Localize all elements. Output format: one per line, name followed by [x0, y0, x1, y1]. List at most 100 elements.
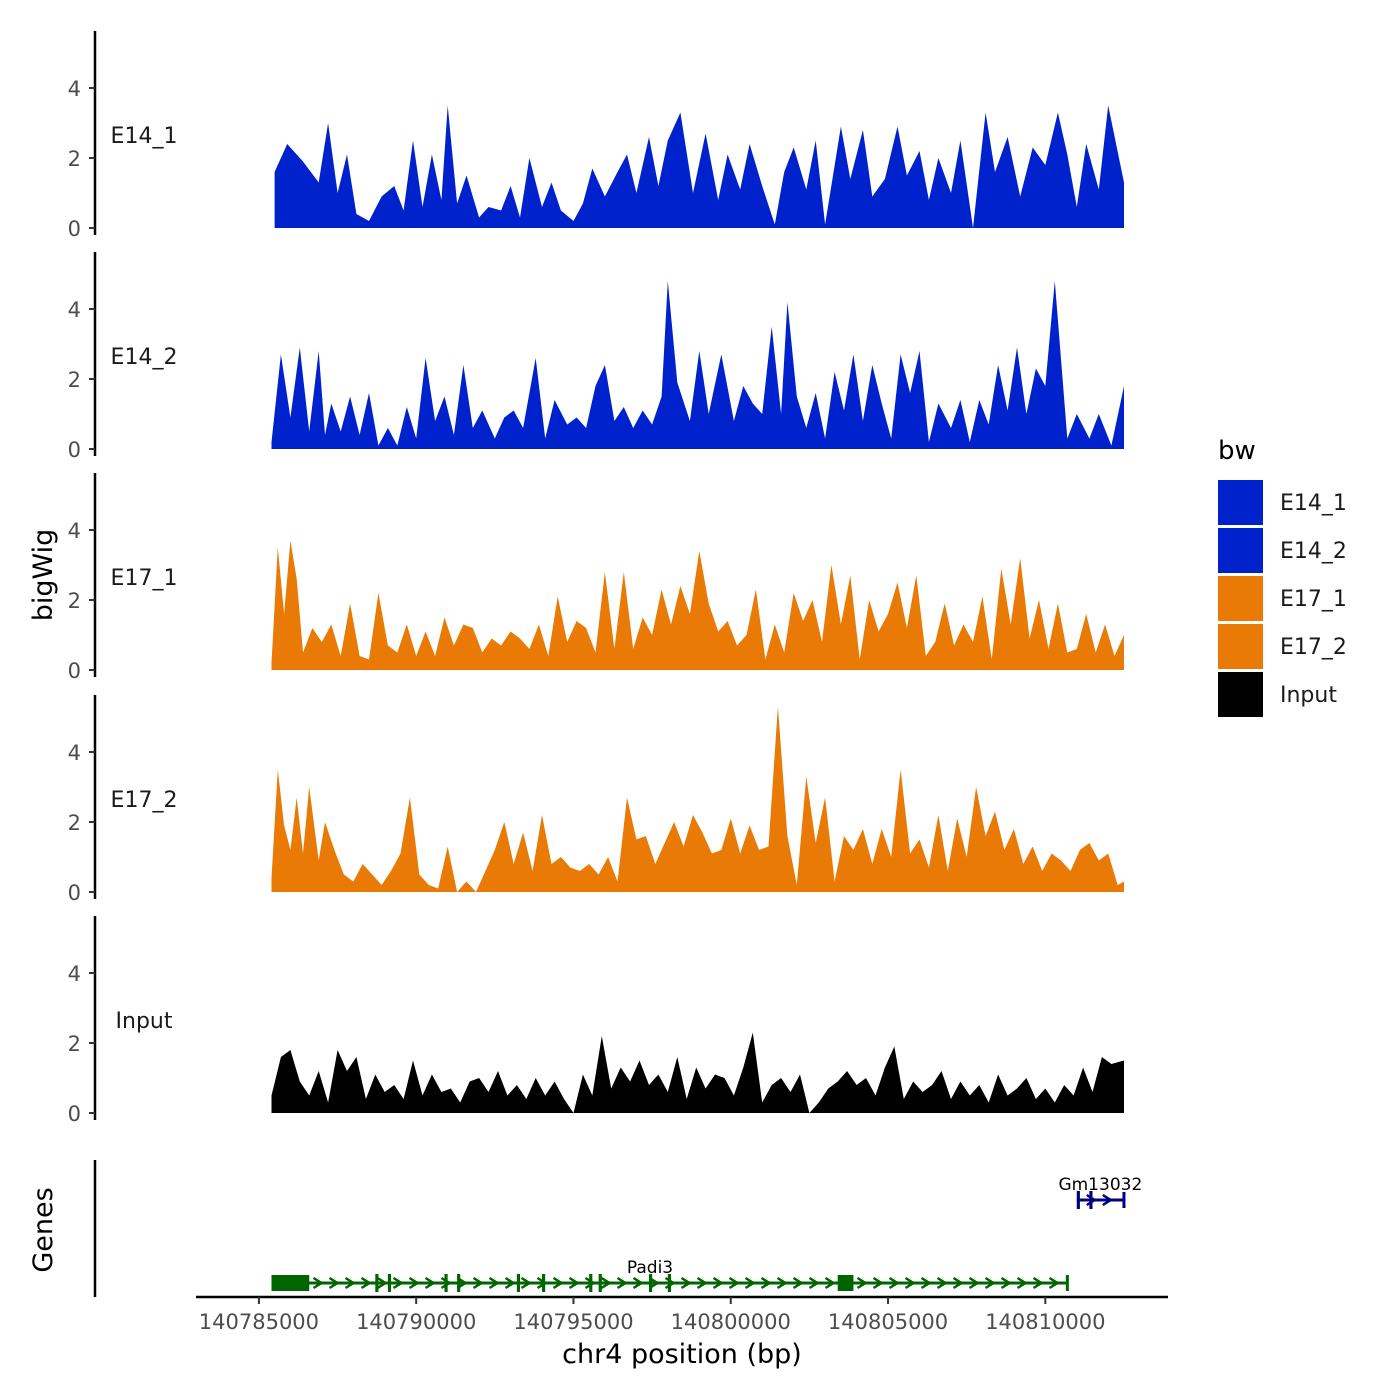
y-tick-label: 2 [68, 368, 81, 392]
strand-chevron [344, 1276, 356, 1290]
coverage-area-e17-1 [271, 540, 1124, 670]
track-e17-1: 0 2 4 E17_1 [68, 473, 1124, 683]
strand-chevron [792, 1276, 804, 1290]
strand-chevron [392, 1276, 404, 1290]
exon [589, 1274, 593, 1292]
track-input: 0 2 4 Input [68, 916, 1124, 1126]
genes-axis-title: Genes [28, 1187, 59, 1272]
strand-chevron [760, 1276, 772, 1290]
strand-chevron [1048, 1276, 1060, 1290]
y-tick-label: 2 [68, 811, 81, 835]
strand-chevron [696, 1276, 708, 1290]
strand-chevron [712, 1276, 724, 1290]
y-tick-label: 0 [68, 217, 81, 241]
strand-chevron [600, 1276, 612, 1290]
exon [516, 1274, 520, 1292]
y-tick-label: 2 [68, 147, 81, 171]
strand-chevron [1102, 1193, 1114, 1207]
coverage-area-e14-1 [274, 105, 1125, 228]
strand-chevron [968, 1276, 980, 1290]
exon [375, 1274, 379, 1292]
coverage-area-e17-2 [271, 706, 1124, 892]
strand-chevron [632, 1276, 644, 1290]
legend-swatch [1218, 528, 1263, 573]
exon [444, 1274, 448, 1292]
legend-title: bw [1218, 436, 1256, 466]
strand-chevron [808, 1276, 820, 1290]
x-tick-label: 140805000 [828, 1310, 948, 1334]
legend-label: E17_2 [1280, 635, 1347, 660]
strand-chevron [536, 1276, 548, 1290]
legend-label: Input [1280, 683, 1337, 708]
strand-chevron [824, 1276, 836, 1290]
strand-chevron [648, 1276, 660, 1290]
legend-label: E14_1 [1280, 491, 1347, 516]
x-tick-label: 140810000 [985, 1310, 1105, 1334]
strand-chevron [376, 1276, 388, 1290]
strand-chevron [872, 1276, 884, 1290]
y-tick-label: 0 [68, 438, 81, 462]
x-axis: 140785000 140790000 140795000 140800000 1408… [196, 1295, 1168, 1334]
track-label: Input [116, 1009, 173, 1034]
exon [598, 1274, 602, 1292]
gene-gm13032: Gm13032 [1058, 1175, 1142, 1209]
x-tick-label: 140800000 [671, 1310, 791, 1334]
x-tick-label: 140785000 [199, 1310, 319, 1334]
strand-chevron [312, 1276, 324, 1290]
track-label: E17_1 [111, 566, 178, 591]
track-panels: 0 2 4 E14_1 0 2 4 E14_2 0 2 4 E17_1 0 2 4 E17_2 0 2 4 Input [68, 31, 1125, 1126]
legend-swatch [1218, 624, 1263, 669]
x-tick-label: 140790000 [356, 1310, 476, 1334]
y-axis-title: bigWig [28, 529, 59, 622]
y-tick-label: 4 [68, 298, 81, 322]
x-axis-title: chr4 position (bp) [562, 1339, 802, 1370]
track-label: E17_2 [111, 788, 178, 813]
track-e14-2: 0 2 4 E14_2 [68, 252, 1124, 462]
genes-panel: Padi3 Gm13032 [93, 1160, 1142, 1297]
track-e14-1: 0 2 4 E14_1 [68, 31, 1125, 241]
x-tick-label: 140795000 [513, 1310, 633, 1334]
strand-chevron [1000, 1276, 1012, 1290]
exon [1076, 1191, 1080, 1209]
strand-chevron [616, 1276, 628, 1290]
strand-chevron [952, 1276, 964, 1290]
exon [457, 1274, 461, 1292]
exon [542, 1274, 546, 1292]
y-tick-label: 2 [68, 1032, 81, 1056]
legend-label: E17_1 [1280, 587, 1347, 612]
gene-label: Gm13032 [1058, 1175, 1142, 1195]
strand-chevron [568, 1276, 580, 1290]
strand-chevron [856, 1276, 868, 1290]
exon [271, 1275, 310, 1291]
strand-chevron [936, 1276, 948, 1290]
y-tick-label: 4 [68, 741, 81, 765]
track-label: E14_2 [111, 345, 178, 370]
strand-chevron [888, 1276, 900, 1290]
legend-swatch [1218, 480, 1263, 525]
strand-chevron [728, 1276, 740, 1290]
y-tick-label: 0 [68, 659, 81, 683]
y-tick-label: 4 [68, 519, 81, 543]
strand-chevron [504, 1276, 516, 1290]
legend-label: E14_2 [1280, 539, 1347, 564]
strand-chevron [1032, 1276, 1044, 1290]
legend-swatch [1218, 672, 1263, 717]
exon [667, 1274, 671, 1292]
strand-chevron [984, 1276, 996, 1290]
strand-chevron [680, 1276, 692, 1290]
gene-label: Padi3 [627, 1258, 673, 1278]
strand-chevron [488, 1276, 500, 1290]
exon [837, 1275, 854, 1291]
strand-chevron [360, 1276, 372, 1290]
strand-chevron [424, 1276, 436, 1290]
legend-swatch [1218, 576, 1263, 621]
strand-chevron [744, 1276, 756, 1290]
track-e17-2: 0 2 4 E17_2 [68, 695, 1124, 905]
y-tick-label: 0 [68, 1102, 81, 1126]
y-tick-label: 2 [68, 589, 81, 613]
strand-chevron [1016, 1276, 1028, 1290]
exon [648, 1274, 653, 1292]
y-tick-label: 4 [68, 962, 81, 986]
exon [1089, 1191, 1093, 1209]
